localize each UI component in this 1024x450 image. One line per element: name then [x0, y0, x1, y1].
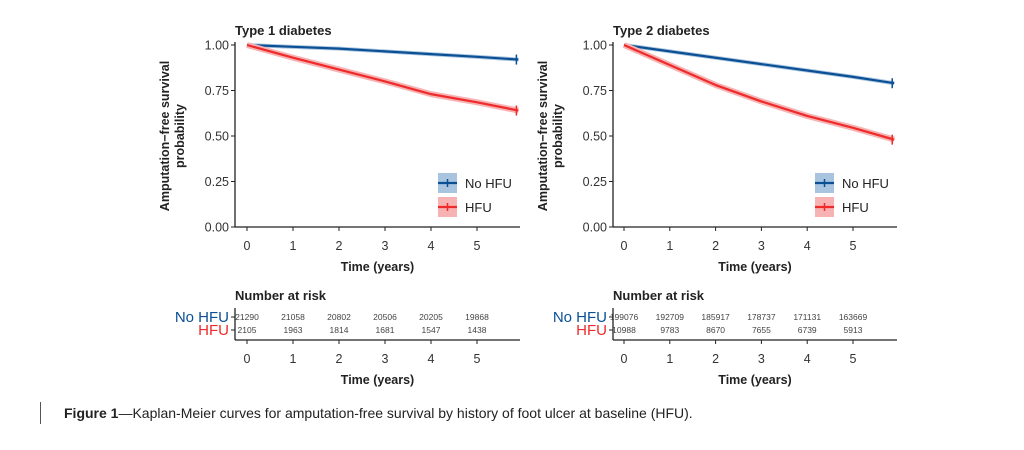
risk-value: 199076 [610, 312, 639, 322]
y-tick-label: 0.75 [205, 84, 229, 98]
y-axis-label-line: Amputation−free survival [158, 61, 172, 211]
risk-value: 9783 [660, 325, 679, 335]
series-band-hfu [622, 42, 896, 143]
risk-value: 2105 [238, 325, 257, 335]
risk-value: 1547 [422, 325, 441, 335]
y-tick-label: 1.00 [205, 39, 229, 53]
x-tick-label: 3 [382, 239, 389, 253]
risk-value: 1814 [330, 325, 349, 335]
risk-x-tick-label: 5 [850, 352, 857, 366]
risk-value: 1963 [284, 325, 303, 335]
chart-panel-1: Type 1 diabetes Amputation−free survivalp… [158, 23, 520, 387]
caption-label: Figure 1 [64, 405, 119, 421]
risk-table-title: Number at risk [613, 288, 705, 303]
risk-value: 19868 [465, 312, 489, 322]
x-axis-label: Time (years) [718, 260, 791, 274]
risk-value: 21058 [281, 312, 305, 322]
y-tick-label: 0.00 [205, 221, 229, 235]
y-axis-label-line: Amputation−free survival [536, 61, 550, 211]
risk-x-tick-label: 3 [382, 352, 389, 366]
x-tick-label: 5 [850, 239, 857, 253]
risk-x-tick-label: 0 [244, 352, 251, 366]
risk-x-tick-label: 2 [712, 352, 719, 366]
risk-row-label: No HFU [175, 309, 229, 326]
risk-table: Number at risk No HFU 21290 21058 20802 20506… [175, 288, 520, 387]
series-line-no-hfu [623, 43, 895, 85]
risk-value: 20506 [373, 312, 397, 322]
risk-row-label: HFU [198, 322, 229, 339]
x-tick-label: 4 [428, 239, 435, 253]
risk-value: 185917 [701, 312, 730, 322]
risk-value: 8670 [706, 325, 725, 335]
risk-x-tick-label: 4 [804, 352, 811, 366]
x-axis-label: Time (years) [341, 260, 414, 274]
y-tick-label: 0.25 [205, 175, 229, 189]
risk-x-tick-label: 3 [758, 352, 765, 366]
risk-value: 20205 [419, 312, 443, 322]
x-tick-label: 1 [666, 239, 673, 253]
risk-x-tick-label: 0 [621, 352, 628, 366]
x-tick-label: 2 [336, 239, 343, 253]
x-tick-label: 5 [474, 239, 481, 253]
y-tick-label: 1.00 [583, 39, 607, 53]
series-line-no-hfu [246, 43, 519, 61]
risk-x-tick-label: 2 [336, 352, 343, 366]
y-tick-label: 0.75 [583, 84, 607, 98]
risk-x-tick-label: 1 [666, 352, 673, 366]
y-axis-label-line: probability [551, 104, 565, 168]
x-tick-label: 0 [621, 239, 628, 253]
caption-text: —Kaplan-Meier curves for amputation-free… [118, 405, 693, 421]
x-tick-label: 4 [804, 239, 811, 253]
x-tick-label: 2 [712, 239, 719, 253]
x-tick-label: 0 [244, 239, 251, 253]
y-axis-label-line: probability [173, 104, 187, 168]
risk-row-label: No HFU [553, 309, 607, 326]
risk-value: 6739 [798, 325, 817, 335]
risk-x-axis-label: Time (years) [341, 373, 414, 387]
risk-value: 1681 [376, 325, 395, 335]
risk-x-tick-label: 1 [290, 352, 297, 366]
risk-value: 192709 [656, 312, 685, 322]
risk-table-title: Number at risk [235, 288, 327, 303]
y-tick-label: 0.00 [583, 221, 607, 235]
risk-value: 171131 [793, 312, 821, 322]
series-line-hfu [623, 43, 895, 141]
risk-x-tick-label: 4 [428, 352, 435, 366]
risk-value: 21290 [235, 312, 259, 322]
risk-x-axis-label: Time (years) [718, 373, 791, 387]
caption-bar [40, 402, 41, 424]
risk-value: 20802 [327, 312, 351, 322]
risk-value: 5913 [844, 325, 863, 335]
figure-caption: Figure 1—Kaplan-Meier curves for amputat… [64, 405, 693, 421]
risk-row-label: HFU [576, 322, 607, 339]
y-tick-label: 0.50 [583, 130, 607, 144]
legend-label: No HFU [465, 176, 512, 191]
legend-label: HFU [842, 200, 869, 215]
y-axis-label: Amputation−free survivalprobability [158, 61, 187, 211]
chart-panel-2: Type 2 diabetes Amputation−free survivalp… [536, 23, 897, 387]
series-band-hfu [246, 42, 519, 114]
x-tick-label: 3 [758, 239, 765, 253]
y-tick-label: 0.50 [205, 130, 229, 144]
risk-value: 1438 [468, 325, 487, 335]
risk-x-tick-label: 5 [474, 352, 481, 366]
risk-value: 163669 [839, 312, 868, 322]
chart-title: Type 2 diabetes [613, 23, 710, 38]
legend-label: No HFU [842, 176, 889, 191]
y-tick-label: 0.25 [583, 175, 607, 189]
legend-label: HFU [465, 200, 492, 215]
x-tick-label: 1 [290, 239, 297, 253]
series-line-hfu [246, 43, 519, 112]
chart-title: Type 1 diabetes [235, 23, 332, 38]
y-axis-label: Amputation−free survivalprobability [536, 61, 565, 211]
risk-value: 10988 [612, 325, 636, 335]
risk-value: 178737 [747, 312, 776, 322]
risk-value: 7655 [752, 325, 771, 335]
